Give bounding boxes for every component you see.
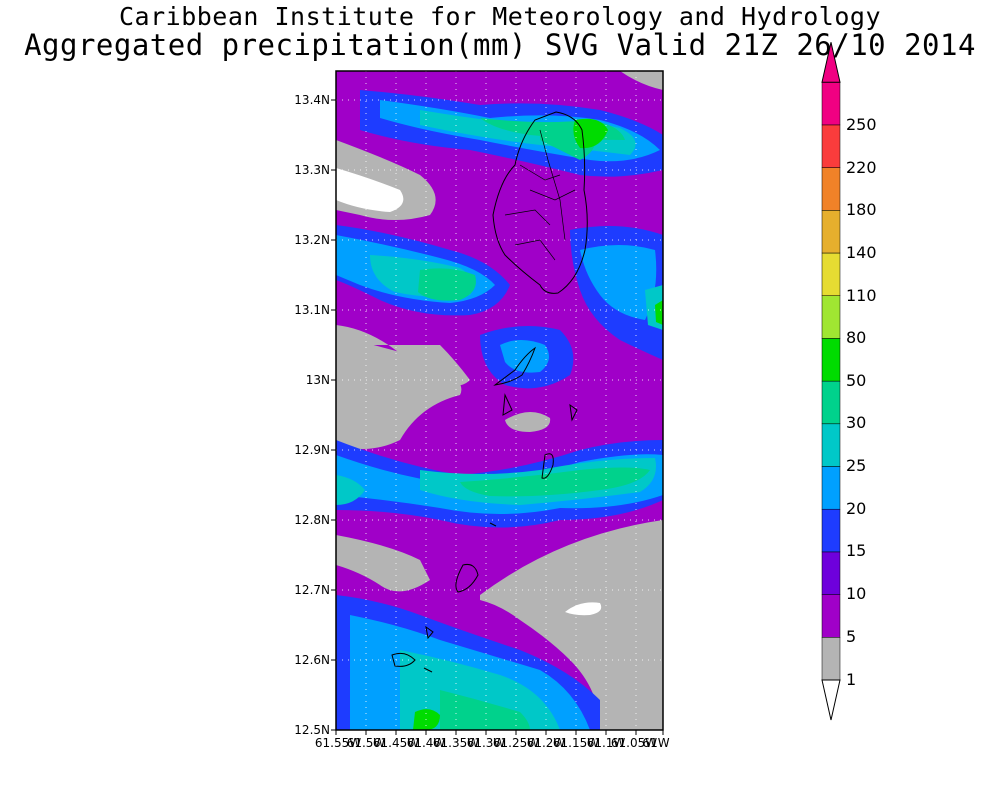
colorbar-label: 5 bbox=[846, 627, 857, 646]
lat-tick-label: 12.9N bbox=[294, 443, 330, 457]
island-outlines bbox=[391, 111, 588, 673]
lat-tick-label: 13N bbox=[305, 373, 330, 387]
precip-25-30-area bbox=[336, 475, 365, 505]
lat-tick-label: 12.5N bbox=[294, 723, 330, 737]
precip-20-25-area bbox=[500, 340, 549, 373]
colorbar-segment bbox=[821, 423, 841, 467]
precipitation-field bbox=[336, 71, 663, 730]
lon-tick-label: 61.55W bbox=[314, 736, 362, 750]
precip-30-50-area bbox=[460, 467, 650, 497]
lon-tick-label: 61.1W bbox=[586, 736, 626, 750]
lat-tick-label: 12.7N bbox=[294, 583, 330, 597]
main-island-outline bbox=[492, 111, 588, 294]
colorbar-segment bbox=[821, 466, 841, 510]
precip-30-50-area bbox=[418, 268, 476, 301]
colorbar-segment bbox=[821, 124, 841, 168]
colorbar-segment bbox=[821, 551, 841, 595]
lat-tick-label: 13.2N bbox=[294, 233, 330, 247]
map-gridlines bbox=[336, 71, 663, 730]
colorbar-label: 10 bbox=[846, 584, 867, 603]
title-institute: Caribbean Institute for Meteorology and … bbox=[118, 2, 881, 31]
islet-outline bbox=[423, 667, 433, 673]
precip-1-5-area bbox=[505, 411, 551, 432]
precip-50-80-area bbox=[573, 118, 608, 149]
colorbar-label: 250 bbox=[846, 115, 877, 134]
lat-tick-label: 13.4N bbox=[294, 93, 330, 107]
islet-outline bbox=[489, 522, 497, 527]
colorbar-segment bbox=[821, 338, 841, 382]
colorbar-label: 1 bbox=[846, 670, 857, 689]
colorbar-label: 140 bbox=[846, 243, 877, 262]
precip-30-50-area bbox=[440, 690, 530, 730]
small-island-outline bbox=[569, 403, 578, 422]
bequia-outline bbox=[493, 346, 536, 386]
colorbar-segment bbox=[821, 295, 841, 339]
canouan-outline bbox=[541, 453, 554, 479]
lon-tick-label: 61.25W bbox=[492, 736, 540, 750]
carriacou-outline bbox=[391, 652, 416, 667]
colorbar-segment bbox=[821, 380, 841, 425]
title-product: Aggregated precipitation(mm) SVG Valid 2… bbox=[24, 28, 976, 62]
colorbar-segment bbox=[821, 637, 841, 681]
colorbar-label: 80 bbox=[846, 328, 867, 347]
lon-tick-label: 61.15W bbox=[552, 736, 600, 750]
precip-below-1-area bbox=[336, 168, 404, 212]
colorbar-segment bbox=[821, 508, 841, 553]
lon-tick-label: 61.35W bbox=[432, 736, 480, 750]
precip-1-5-area bbox=[480, 520, 663, 730]
colorbar-min-arrow bbox=[821, 679, 841, 721]
mustique-outline bbox=[502, 393, 513, 416]
precip-below-1-area bbox=[565, 602, 602, 616]
colorbar-label: 180 bbox=[846, 200, 877, 219]
precip-20-25-area bbox=[580, 245, 657, 320]
union-island-outline bbox=[455, 564, 479, 593]
precip-1-5-area bbox=[336, 535, 430, 592]
islet-outline bbox=[425, 625, 434, 640]
colorbar-label: 30 bbox=[846, 413, 867, 432]
lat-tick-label: 12.6N bbox=[294, 653, 330, 667]
lat-tick-label: 13.1N bbox=[294, 303, 330, 317]
lon-tick-label: 61.3W bbox=[466, 736, 506, 750]
lon-tick-label: 61.4W bbox=[406, 736, 446, 750]
lat-tick-label: 12.8N bbox=[294, 513, 330, 527]
colorbar-label: 220 bbox=[846, 158, 877, 177]
lon-tick-label: 61W bbox=[642, 736, 670, 750]
lon-tick-label: 61.5W bbox=[346, 736, 386, 750]
colorbar-label: 110 bbox=[846, 286, 877, 305]
precip-1-5-area bbox=[620, 71, 663, 90]
lat-tick-label: 13.3N bbox=[294, 163, 330, 177]
colorbar-segment bbox=[821, 210, 841, 254]
colorbar-segment bbox=[821, 167, 841, 211]
colorbar-label: 50 bbox=[846, 371, 867, 390]
colorbar-segment bbox=[821, 81, 841, 126]
colorbar-label: 20 bbox=[846, 499, 867, 518]
colorbar-max-arrow bbox=[821, 42, 841, 83]
colorbar bbox=[821, 42, 841, 721]
precip-50-80-area bbox=[655, 300, 663, 325]
lon-tick-label: 61.45W bbox=[372, 736, 420, 750]
map-frame bbox=[335, 70, 664, 731]
colorbar-label: 25 bbox=[846, 456, 867, 475]
colorbar-label: 15 bbox=[846, 541, 867, 560]
axis-ticks bbox=[331, 99, 664, 735]
precip-1-5-area bbox=[336, 335, 462, 449]
colorbar-segment bbox=[821, 594, 841, 638]
lon-tick-label: 61.05W bbox=[610, 736, 658, 750]
colorbar-segment bbox=[821, 252, 841, 296]
lon-tick-label: 61.2W bbox=[526, 736, 566, 750]
main-island-watersheds bbox=[504, 129, 576, 261]
